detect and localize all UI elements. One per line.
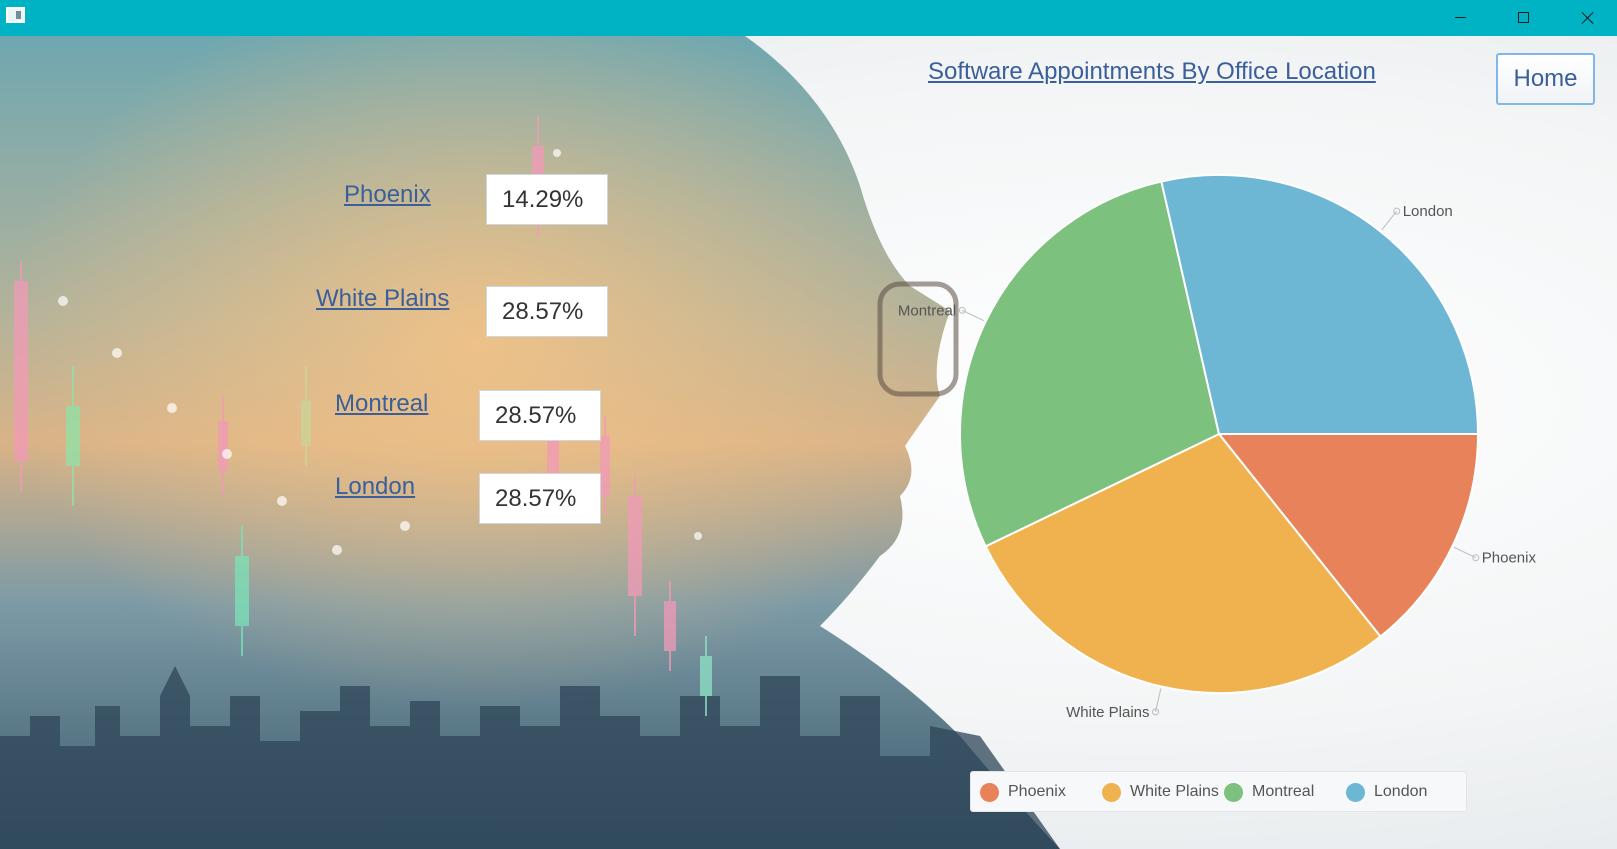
legend-label-phoenix: Phoenix — [1008, 783, 1066, 800]
pie-leader-line — [1155, 688, 1162, 712]
percent-field-montreal[interactable]: 28.57% — [479, 390, 601, 441]
percent-field-phoenix[interactable]: 14.29% — [486, 174, 608, 225]
title-bar — [0, 0, 1617, 36]
pie-leader-line — [1453, 546, 1476, 559]
pie-chart: Phoenix White Plains Montreal London — [898, 174, 1537, 721]
pie-leader-line — [1381, 210, 1398, 231]
background-photo — [0, 36, 1060, 849]
close-icon — [1581, 11, 1594, 24]
pie-slice-white-plains — [984, 432, 1382, 694]
chart-title-link[interactable]: Software Appointments By Office Location — [928, 58, 1376, 85]
legend-swatch-london — [1346, 782, 1365, 802]
legend-item-london: London — [1346, 781, 1427, 803]
percent-field-london[interactable]: 28.57% — [479, 473, 601, 524]
pie-slice-montreal — [959, 180, 1221, 548]
legend-swatch-montreal — [1224, 782, 1243, 802]
pie-leader-dot — [958, 306, 966, 314]
pie-label-phoenix: Phoenix — [1482, 550, 1537, 567]
pie-leader-dot — [1152, 708, 1160, 716]
pie-leader-dot — [1393, 207, 1401, 215]
chart-legend: Phoenix White Plains Montreal London — [970, 771, 1467, 812]
app-icon — [6, 7, 25, 23]
pie-label-london: London — [1403, 203, 1453, 220]
close-button[interactable] — [1564, 0, 1610, 34]
location-link-phoenix[interactable]: Phoenix — [344, 181, 431, 208]
pie-leader-line — [962, 309, 985, 322]
minimize-icon — [1454, 16, 1466, 18]
pie-label-montreal: Montreal — [898, 302, 956, 319]
pie-slice-phoenix — [1216, 433, 1480, 638]
legend-item-montreal: Montreal — [1224, 781, 1314, 803]
minimize-button[interactable] — [1437, 0, 1483, 34]
main-content: Software Appointments By Office Location… — [0, 36, 1617, 849]
legend-item-phoenix: Phoenix — [980, 781, 1066, 803]
legend-label-white-plains: White Plains — [1130, 783, 1219, 800]
pie-label-white-plains: White Plains — [1066, 704, 1149, 721]
pie-slice-london — [1160, 174, 1480, 435]
pie-leader-dot — [1472, 554, 1480, 562]
maximize-button[interactable] — [1500, 0, 1546, 34]
location-link-white-plains[interactable]: White Plains — [316, 285, 450, 312]
legend-label-london: London — [1374, 783, 1428, 800]
location-link-montreal[interactable]: Montreal — [335, 390, 429, 417]
location-link-london[interactable]: London — [335, 473, 416, 500]
legend-item-white-plains: White Plains — [1102, 781, 1219, 803]
percent-field-white-plains[interactable]: 28.57% — [486, 286, 608, 337]
legend-label-montreal: Montreal — [1252, 783, 1315, 800]
legend-swatch-phoenix — [980, 782, 999, 802]
legend-swatch-white-plains — [1102, 782, 1121, 802]
maximize-icon — [1517, 11, 1529, 23]
home-button[interactable]: Home — [1496, 53, 1595, 105]
